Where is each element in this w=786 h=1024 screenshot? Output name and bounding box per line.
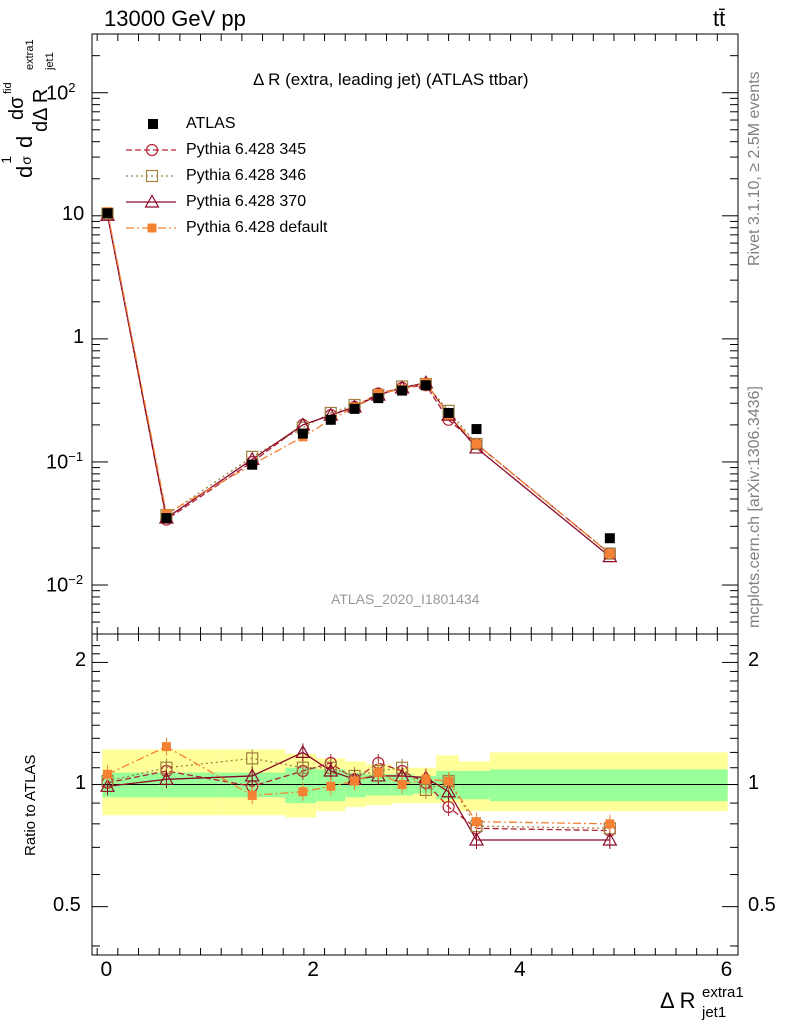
- atlas-point: [102, 208, 113, 219]
- side-text-rivet: Rivet 3.1.10, ≥ 2.5M events: [746, 71, 763, 266]
- y-label-dsigma: dσ: [6, 96, 28, 120]
- series-2-ratio-point: [246, 752, 259, 765]
- ratio-tick-label-left: 1: [75, 771, 87, 794]
- series-3-ratio-line: [107, 751, 610, 841]
- legend-label-default: Pythia 6.428 default: [186, 219, 328, 236]
- series-4-ratio-point: [444, 776, 454, 786]
- x-label-main: Δ R: [660, 988, 696, 1013]
- ratio-frame: [91, 633, 739, 956]
- ratio-tick-label-right: 1: [748, 771, 760, 794]
- ratio-tick-label-left: 2: [75, 649, 87, 672]
- legend-label-atlas: ATLAS: [186, 115, 236, 132]
- ratio-tick-label-right: 0.5: [748, 893, 776, 916]
- y-tick-label: 10: [62, 202, 85, 225]
- series-lines: [106, 211, 611, 841]
- legend-marker-1: [145, 143, 159, 157]
- atlas-point: [161, 513, 172, 524]
- legend-marker-2: [145, 169, 159, 183]
- series-4-ratio-point: [605, 819, 615, 829]
- legend-marker-3: [144, 194, 160, 208]
- series-4-point: [471, 439, 481, 449]
- side-text-mcplots: mcplots.cern.ch [arXiv:1306.3436]: [746, 386, 763, 628]
- y-label-den: σ: [18, 156, 34, 165]
- atlas-point: [247, 459, 258, 470]
- legend-label-346: Pythia 6.428 346: [186, 167, 307, 184]
- ratio-y-axis-label: Ratio to ATLAS: [22, 754, 39, 856]
- series-4-ratio-point: [103, 769, 113, 779]
- header-process: 13000 GeV pp: [104, 6, 246, 31]
- y-tick-label: 102: [46, 79, 76, 105]
- series-4-ratio-point: [350, 776, 360, 786]
- series-4-ratio-point: [326, 781, 336, 791]
- series-3-line: [106, 215, 611, 558]
- y-label-extra1: extra1: [24, 39, 36, 70]
- y-label-num: 1: [0, 156, 14, 164]
- x-axis-label: Δ R extra1 jet1: [660, 984, 744, 1021]
- y-tick-label: 10−1: [46, 448, 84, 474]
- atlas-point: [471, 424, 482, 435]
- x-tick-label: 2: [307, 958, 319, 981]
- ratio-uncertainty-bands: [102, 749, 728, 818]
- series-1-ratio-line: [107, 762, 610, 832]
- series-3-ratio-point: [441, 784, 457, 798]
- legend-markers: [126, 119, 176, 233]
- series-2-point: [603, 547, 616, 560]
- series-markers: [99, 207, 618, 849]
- atlas-point: [420, 380, 431, 391]
- series-1-line: [106, 214, 611, 555]
- analysis-watermark: ATLAS_2020_I1801434: [331, 591, 480, 607]
- atlas-point: [349, 403, 360, 414]
- series-4-ratio-point: [247, 790, 257, 800]
- series-4-ratio-line: [107, 745, 610, 825]
- atlas-point: [325, 414, 336, 425]
- series-4-ratio-point: [161, 742, 171, 752]
- atlas-point: [397, 385, 408, 396]
- series-2-point: [470, 437, 483, 451]
- ratio-tick-label-right: 2: [748, 649, 760, 672]
- band-green: [489, 769, 728, 802]
- series-4-ratio-point: [397, 780, 407, 790]
- plot-title: Δ R (extra, leading jet) (ATLAS ttbar): [253, 70, 529, 89]
- x-tick-label: 6: [720, 958, 733, 981]
- atlas-point: [604, 533, 615, 544]
- series-4-ratio-point: [373, 768, 383, 778]
- series-1-ratio-point: [442, 800, 455, 814]
- x-tick-label: 4: [513, 958, 526, 981]
- series-3-ratio-point: [602, 832, 618, 846]
- atlas-point: [443, 407, 454, 418]
- y-label-jet1: jet1: [44, 52, 56, 70]
- ratio-tick-label-left: 0.5: [53, 893, 81, 916]
- header-final-state: tt̄: [713, 6, 726, 31]
- series-3-ratio-point: [99, 778, 116, 792]
- legend-marker-atlas: [148, 119, 158, 129]
- series-3-ratio-point: [295, 744, 311, 759]
- legend-label-370: Pythia 6.428 370: [186, 193, 307, 210]
- series-4-point: [605, 549, 615, 559]
- band-green: [458, 770, 490, 800]
- series-3-ratio-point: [244, 768, 260, 782]
- axes-and-ticks: [91, 33, 739, 956]
- y-tick-label: 10−2: [46, 572, 84, 597]
- series-3-ratio-point: [158, 771, 174, 785]
- atlas-point: [373, 393, 384, 404]
- series-3-ratio-point: [323, 763, 339, 777]
- series-4-ratio-point: [421, 774, 431, 784]
- x-tick-label: 0: [100, 958, 113, 981]
- series-2-ratio-point: [296, 761, 309, 774]
- series-2-line: [106, 213, 611, 555]
- x-label-sup: extra1: [702, 984, 744, 1001]
- series-4-ratio-point: [298, 787, 308, 797]
- y-tick-label: 1: [73, 325, 85, 348]
- legend-marker-4: [147, 223, 157, 233]
- series-4-ratio-point: [471, 817, 481, 827]
- series-3-ratio-point: [468, 832, 485, 846]
- series-4-line: [106, 211, 611, 555]
- atlas-point: [297, 428, 308, 439]
- x-label-sub: jet1: [702, 1004, 727, 1021]
- legend-label-345: Pythia 6.428 345: [186, 141, 307, 158]
- y-label-fid: fid: [2, 82, 14, 94]
